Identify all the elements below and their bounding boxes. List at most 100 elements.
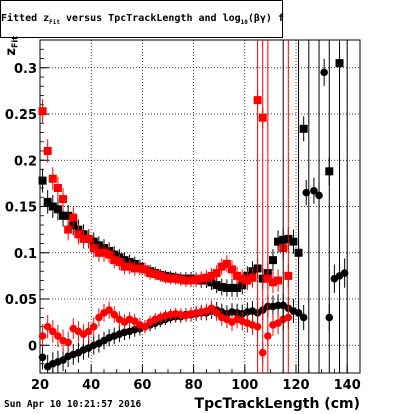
data-point-square bbox=[274, 276, 283, 285]
y-tick-label: 0.25 bbox=[5, 108, 37, 123]
data-point-square bbox=[181, 276, 190, 285]
data-point-square bbox=[233, 271, 242, 280]
x-tick-label: 120 bbox=[282, 378, 309, 393]
y-tick-label: 0.15 bbox=[5, 201, 37, 216]
y-tick-label: 0.2 bbox=[14, 154, 37, 169]
data-point-circle bbox=[302, 188, 311, 197]
data-point-square bbox=[74, 230, 83, 239]
data-point-square bbox=[100, 248, 108, 257]
y-tick-label: 0 bbox=[28, 339, 37, 354]
data-point-square bbox=[171, 274, 180, 283]
data-point-square bbox=[176, 275, 185, 284]
data-point-circle bbox=[110, 310, 119, 319]
data-point-circle bbox=[141, 322, 149, 331]
y-tick-label: 0.05 bbox=[5, 293, 37, 308]
data-point-circle bbox=[38, 332, 47, 340]
data-point-square bbox=[120, 262, 129, 271]
data-point-square bbox=[125, 262, 134, 271]
chart-title-box: Fitted zFit versus TpcTrackLength and lo… bbox=[0, 0, 284, 38]
data-point-circle bbox=[49, 327, 57, 336]
data-point-square bbox=[140, 265, 149, 274]
chart-title-part2: versus TpcTrackLength and log bbox=[60, 13, 241, 24]
data-point-square bbox=[115, 258, 124, 266]
x-tick-label: 100 bbox=[231, 378, 258, 393]
data-point-square bbox=[222, 259, 231, 268]
data-point-square bbox=[151, 270, 160, 279]
data-point-square bbox=[38, 176, 47, 185]
data-point-square bbox=[89, 244, 98, 253]
data-point-square bbox=[53, 184, 62, 192]
data-point-square bbox=[212, 269, 221, 278]
data-point-circle bbox=[310, 186, 318, 195]
data-point-square bbox=[217, 282, 226, 291]
data-point-circle bbox=[95, 313, 103, 322]
chart-title-part1: Fitted z bbox=[1, 13, 50, 24]
data-point-square bbox=[79, 234, 88, 243]
data-point-square bbox=[212, 281, 221, 290]
data-point-square bbox=[146, 269, 155, 278]
data-point-square bbox=[289, 237, 298, 246]
data-point-square bbox=[156, 271, 165, 280]
data-point-square bbox=[243, 276, 252, 285]
chart-title-part3: (βγ) for proton bbox=[247, 13, 284, 24]
chart-title: Fitted zFit versus TpcTrackLength and lo… bbox=[1, 13, 284, 26]
data-point-square bbox=[248, 273, 257, 282]
y-axis-label: zFit bbox=[4, 36, 20, 56]
data-point-square bbox=[43, 147, 52, 155]
data-point-square bbox=[53, 205, 62, 214]
data-point-square bbox=[59, 195, 68, 204]
data-point-square bbox=[207, 271, 216, 280]
data-point-square bbox=[222, 283, 231, 292]
data-point-square bbox=[268, 256, 277, 265]
data-point-circle bbox=[212, 309, 221, 317]
x-tick-label: 80 bbox=[185, 378, 203, 393]
data-point-square bbox=[94, 248, 103, 257]
x-tick-label: 20 bbox=[31, 378, 49, 393]
y-tick-label: 0.1 bbox=[14, 247, 37, 262]
data-point-circle bbox=[84, 327, 93, 336]
data-point-square bbox=[228, 265, 236, 274]
data-point-square bbox=[161, 273, 170, 282]
x-axis-label: TpcTrackLength (cm) bbox=[194, 396, 360, 412]
data-point-square bbox=[299, 124, 308, 133]
data-point-circle bbox=[89, 322, 98, 331]
data-point-square bbox=[197, 274, 206, 283]
y-tick-label: 0.3 bbox=[14, 62, 37, 77]
data-point-square bbox=[233, 283, 242, 292]
x-tick-label: 60 bbox=[133, 378, 151, 393]
x-tick-label: 40 bbox=[82, 378, 100, 393]
data-point-circle bbox=[207, 304, 216, 313]
data-point-square bbox=[84, 234, 93, 243]
data-point-square bbox=[48, 202, 57, 211]
data-point-square bbox=[64, 211, 73, 220]
data-point-square bbox=[135, 264, 144, 273]
data-point-square bbox=[202, 273, 211, 282]
data-point-square bbox=[110, 256, 119, 265]
data-point-circle bbox=[105, 306, 113, 314]
data-point-square bbox=[38, 107, 47, 116]
data-point-square bbox=[192, 275, 201, 284]
x-tick-label: 140 bbox=[334, 378, 361, 393]
data-point-circle bbox=[299, 313, 308, 322]
data-point-circle bbox=[320, 68, 328, 77]
data-point-square bbox=[268, 278, 277, 287]
data-point-square bbox=[187, 276, 196, 285]
data-point-square bbox=[43, 197, 52, 206]
data-point-circle bbox=[340, 269, 349, 277]
data-point-square bbox=[69, 213, 78, 222]
data-point-square bbox=[217, 262, 226, 271]
data-point-square bbox=[228, 283, 236, 292]
data-point-square bbox=[59, 211, 68, 220]
data-point-circle bbox=[64, 338, 72, 347]
timestamp: Sun Apr 10 10:21:57 2016 bbox=[4, 399, 142, 410]
data-point-square bbox=[48, 174, 57, 183]
data-point-square bbox=[130, 264, 139, 273]
data-point-square bbox=[105, 250, 114, 259]
data-point-circle bbox=[43, 322, 52, 331]
data-point-square bbox=[274, 237, 283, 246]
data-point-square bbox=[238, 274, 247, 283]
data-point-circle bbox=[38, 353, 47, 362]
data-point-square bbox=[64, 225, 73, 234]
data-point-square bbox=[166, 274, 175, 283]
